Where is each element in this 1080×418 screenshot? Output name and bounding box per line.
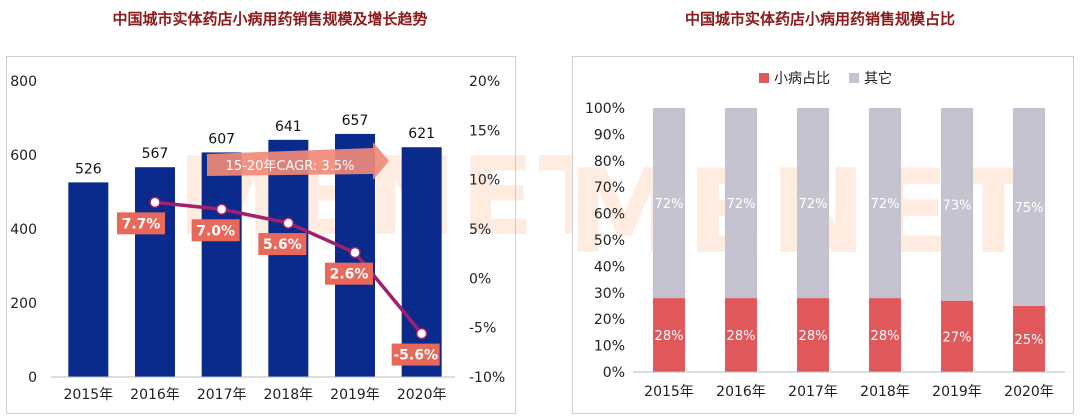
growth-label-box	[391, 343, 440, 366]
growth-label: 5.6%	[263, 237, 302, 253]
share-bar-segment	[797, 108, 829, 299]
share-value-label: 72%	[871, 197, 900, 212]
y-left-tick-label: 600	[10, 148, 37, 164]
growth-point	[282, 217, 295, 229]
growth-label-box	[258, 233, 307, 256]
share-chart-panel: MENET 小病占比其它0%10%20%30%40%50%60%70%80%90…	[567, 56, 1074, 414]
legend-label: 小病占比	[774, 71, 830, 87]
y-tick-label: 60%	[594, 207, 625, 223]
y-tick-label: 70%	[594, 180, 625, 196]
volume-bar-value-label: 641	[275, 119, 302, 135]
share-chart-svg: 小病占比 其它 0% 10% 20% 30% 40% 50% 60% 70% 80% 90% 100% 2…	[585, 70, 1065, 400]
share-value-label: 28%	[871, 329, 900, 344]
growth-point	[415, 327, 428, 340]
y-tick-label: 50%	[594, 233, 625, 249]
share-bar-segment	[1013, 108, 1045, 306]
growth-label: 7.7%	[122, 216, 161, 232]
growth-point	[149, 196, 161, 209]
legend-label: 其它	[864, 70, 892, 87]
share-bar-segment	[653, 108, 685, 299]
share-value-label: 72%	[655, 197, 684, 212]
x-tick-label: 2017年	[788, 384, 838, 400]
share-value-label: 73%	[943, 198, 972, 213]
x-tick-label: 2017年	[197, 387, 247, 403]
share-bar-segment	[941, 108, 973, 301]
volume-bar	[401, 147, 442, 377]
x-tick-label: 2020年	[397, 387, 447, 403]
y-tick-label: 90%	[594, 127, 625, 143]
x-tick-label: 2019年	[330, 387, 380, 403]
y-left-tick-label: 0	[28, 370, 37, 386]
share-bar-segment	[797, 298, 829, 372]
volume-bar	[268, 139, 309, 377]
share-value-label: 28%	[727, 329, 756, 344]
growth-label-box	[117, 212, 165, 235]
volume-bar	[201, 152, 242, 377]
x-tick-label: 2016年	[130, 387, 180, 403]
y-tick-label: 10%	[594, 339, 625, 355]
growth-label-box	[325, 262, 373, 285]
cagr-annotation: 15-20年CAGR: 3.5%	[226, 159, 355, 174]
x-tick-label: 2018年	[264, 387, 314, 403]
y-tick-label: 100%	[585, 101, 625, 117]
x-tick-label: 2016年	[716, 384, 766, 400]
share-bar-segment	[653, 298, 685, 372]
volume-bar	[68, 182, 109, 377]
share-value-label: 75%	[1015, 201, 1044, 216]
share-value-label: 72%	[727, 197, 756, 212]
y-right-tick-label: -5%	[469, 321, 496, 337]
x-tick-label: 2018年	[860, 384, 910, 400]
y-tick-label: 80%	[594, 154, 625, 170]
share-value-label: 27%	[943, 330, 972, 345]
left-chart-title: 中国城市实体药店小病用药销售规模及增长趋势	[112, 10, 428, 28]
y-right-tick-label: -10%	[469, 370, 505, 386]
y-tick-label: 0%	[603, 365, 625, 381]
growth-label: -5.6%	[393, 348, 438, 364]
volume-bar-value-label: 621	[408, 126, 435, 142]
share-bar-segment	[941, 300, 973, 372]
share-value-label: 25%	[1015, 333, 1044, 348]
volume-bar-value-label: 526	[75, 161, 102, 177]
y-right-tick-label: 20%	[469, 74, 500, 90]
share-value-label: 28%	[799, 329, 828, 344]
growth-label: 2.6%	[330, 267, 369, 283]
y-right-tick-label: 15%	[469, 123, 500, 139]
growth-point	[349, 246, 361, 259]
y-left-tick-label: 200	[10, 296, 37, 312]
growth-point	[215, 203, 228, 216]
x-tick-label: 2015年	[644, 384, 694, 400]
legend-swatch	[759, 73, 769, 83]
share-bar-segment	[725, 108, 757, 299]
volume-bar-value-label: 607	[208, 131, 235, 147]
y-tick-label: 30%	[594, 286, 625, 302]
growth-chart-svg: 0 200 400 600 800 -10% -5% 0% 5% 10% 15% 20% 526 567 6…	[10, 74, 505, 403]
x-tick-label: 2015年	[64, 387, 114, 403]
y-tick-label: 40%	[594, 259, 625, 275]
y-left-tick-label: 800	[10, 74, 37, 90]
x-tick-label: 2020年	[1004, 384, 1054, 400]
legend-swatch	[849, 73, 859, 83]
x-tick-label: 2019年	[932, 384, 982, 400]
y-tick-label: 20%	[594, 312, 625, 328]
y-right-tick-label: 5%	[469, 222, 491, 238]
y-right-tick-label: 0%	[469, 271, 491, 287]
y-right-tick-label: 10%	[469, 173, 500, 189]
share-bar-segment	[869, 108, 901, 299]
growth-label: 7.0%	[196, 223, 235, 239]
share-bar-segment	[869, 298, 901, 372]
share-bar-segment	[725, 298, 757, 372]
growth-label-box	[191, 219, 240, 242]
volume-bar-value-label: 567	[142, 146, 169, 162]
share-bar-segment	[1013, 306, 1045, 372]
share-value-label: 28%	[655, 329, 684, 344]
share-value-label: 72%	[799, 197, 828, 212]
cagr-arrow	[207, 142, 389, 180]
right-chart-title: 中国城市实体药店小病用药销售规模占比	[684, 10, 955, 28]
growth-chart-panel: MENET 0 200 400 600 800 -10% -5% 0% 5% 10% 15% 20% 5…	[6, 56, 612, 414]
y-left-tick-label: 400	[10, 222, 37, 238]
volume-bar-value-label: 657	[342, 113, 369, 129]
